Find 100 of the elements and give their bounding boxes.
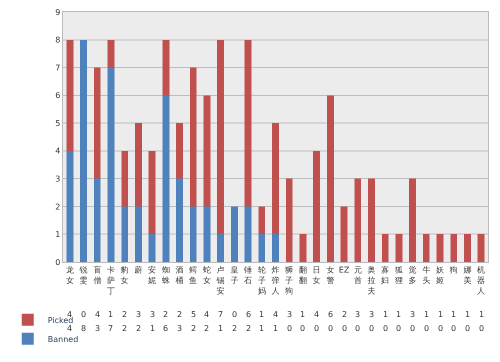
x-tick-label: 牛头 [422,266,430,285]
x-tick-label: 狗 [450,266,458,275]
bar [244,206,252,262]
data-label: 4 [314,310,320,319]
x-tick-label: EZ [338,266,350,275]
data-label: 0 [232,310,238,319]
bar [340,206,348,262]
bar [217,234,224,262]
bar [244,40,252,206]
x-tick-label: 卢锡安 [216,266,225,296]
bar [148,150,156,234]
bar [272,234,279,262]
data-label: 4 [204,310,210,319]
data-label: 2 [122,310,128,319]
bar [176,123,183,179]
data-label: 2 [246,324,252,333]
y-tick-label: 8 [55,36,60,45]
y-tick-label: 4 [55,146,60,156]
x-tick-label: 元首 [354,266,362,285]
data-label: 4 [273,310,278,319]
data-label: 1 [259,310,264,319]
data-label: 1 [451,310,456,319]
data-label: 1 [438,310,444,319]
y-tick-label: 9 [55,8,60,17]
x-tick-label: 狮子狗 [285,266,294,296]
bar [204,206,210,262]
x-tick-label: 龙女 [66,266,74,285]
x-tick-label: 鳄鱼 [189,266,198,285]
data-label: 6 [328,310,334,319]
bar [409,178,416,262]
bar [313,150,320,262]
bar [422,234,430,262]
bar [354,178,362,262]
x-tick-label: 女警 [326,266,334,285]
x-tick-label: 皇子 [230,266,238,285]
data-label: 7 [218,310,224,319]
data-label: 0 [81,310,86,319]
bar [66,40,74,151]
bar [121,150,128,206]
data-label: 0 [287,324,292,333]
bar [368,178,375,262]
data-label: 3 [287,310,292,319]
data-label: 1 [259,324,264,333]
x-tick-label: 锤石 [243,266,252,285]
bar [258,206,266,234]
bar [204,95,210,206]
data-label: 3 [369,310,374,319]
bar [176,178,183,262]
legend-label: Banned [48,334,78,344]
bar [217,40,224,234]
data-label: 1 [218,324,224,333]
data-label: 0 [314,324,320,333]
data-label: 1 [108,310,114,319]
data-label: 0 [465,324,470,333]
data-label: 0 [424,324,430,333]
x-tick-label: 酒桶 [176,266,184,285]
data-label: 1 [150,324,156,333]
data-label: 0 [342,324,348,333]
data-label: 0 [355,324,360,333]
x-tick-label: 翻翻 [298,266,307,285]
data-label: 3 [136,310,142,319]
data-label: 3 [355,310,360,319]
x-tick-label: 安妮 [148,266,156,285]
y-tick-label: 3 [55,174,60,184]
bar [162,95,170,262]
bar [258,234,266,262]
legend-label: Picked [48,316,74,325]
bar [148,234,156,262]
data-label: 0 [328,324,334,333]
x-tick-label: 炸弹人 [272,266,280,296]
data-label: 7 [108,324,114,333]
bar [66,150,74,262]
bar [326,95,334,262]
bar [230,206,238,262]
data-label: 6 [163,324,168,333]
x-tick-label: 奥拉夫 [367,266,376,296]
data-label: 0 [396,324,402,333]
bar [108,40,114,68]
data-label: 0 [438,324,444,333]
y-tick-label: 6 [55,91,60,100]
y-tick-label: 2 [55,202,60,212]
bar [450,234,458,262]
bar [121,206,128,262]
bar [108,68,114,262]
bar [134,206,142,262]
data-label: 1 [300,310,306,319]
bar [94,178,101,262]
x-tick-label: 卡萨丁 [106,266,115,296]
data-label: 1 [479,310,484,319]
data-label: 0 [369,324,374,333]
x-tick-label: 盲僧 [93,266,102,285]
data-label: 2 [177,310,182,319]
x-tick-label: 日女 [312,266,321,285]
y-tick-label: 1 [55,230,60,240]
data-label: 4 [95,310,100,319]
data-label: 1 [396,310,402,319]
x-tick-label: 锐雯 [78,266,88,285]
x-tick-label: 蜘蛛 [162,266,170,285]
data-label: 0 [410,324,416,333]
data-label: 4 [67,324,72,333]
